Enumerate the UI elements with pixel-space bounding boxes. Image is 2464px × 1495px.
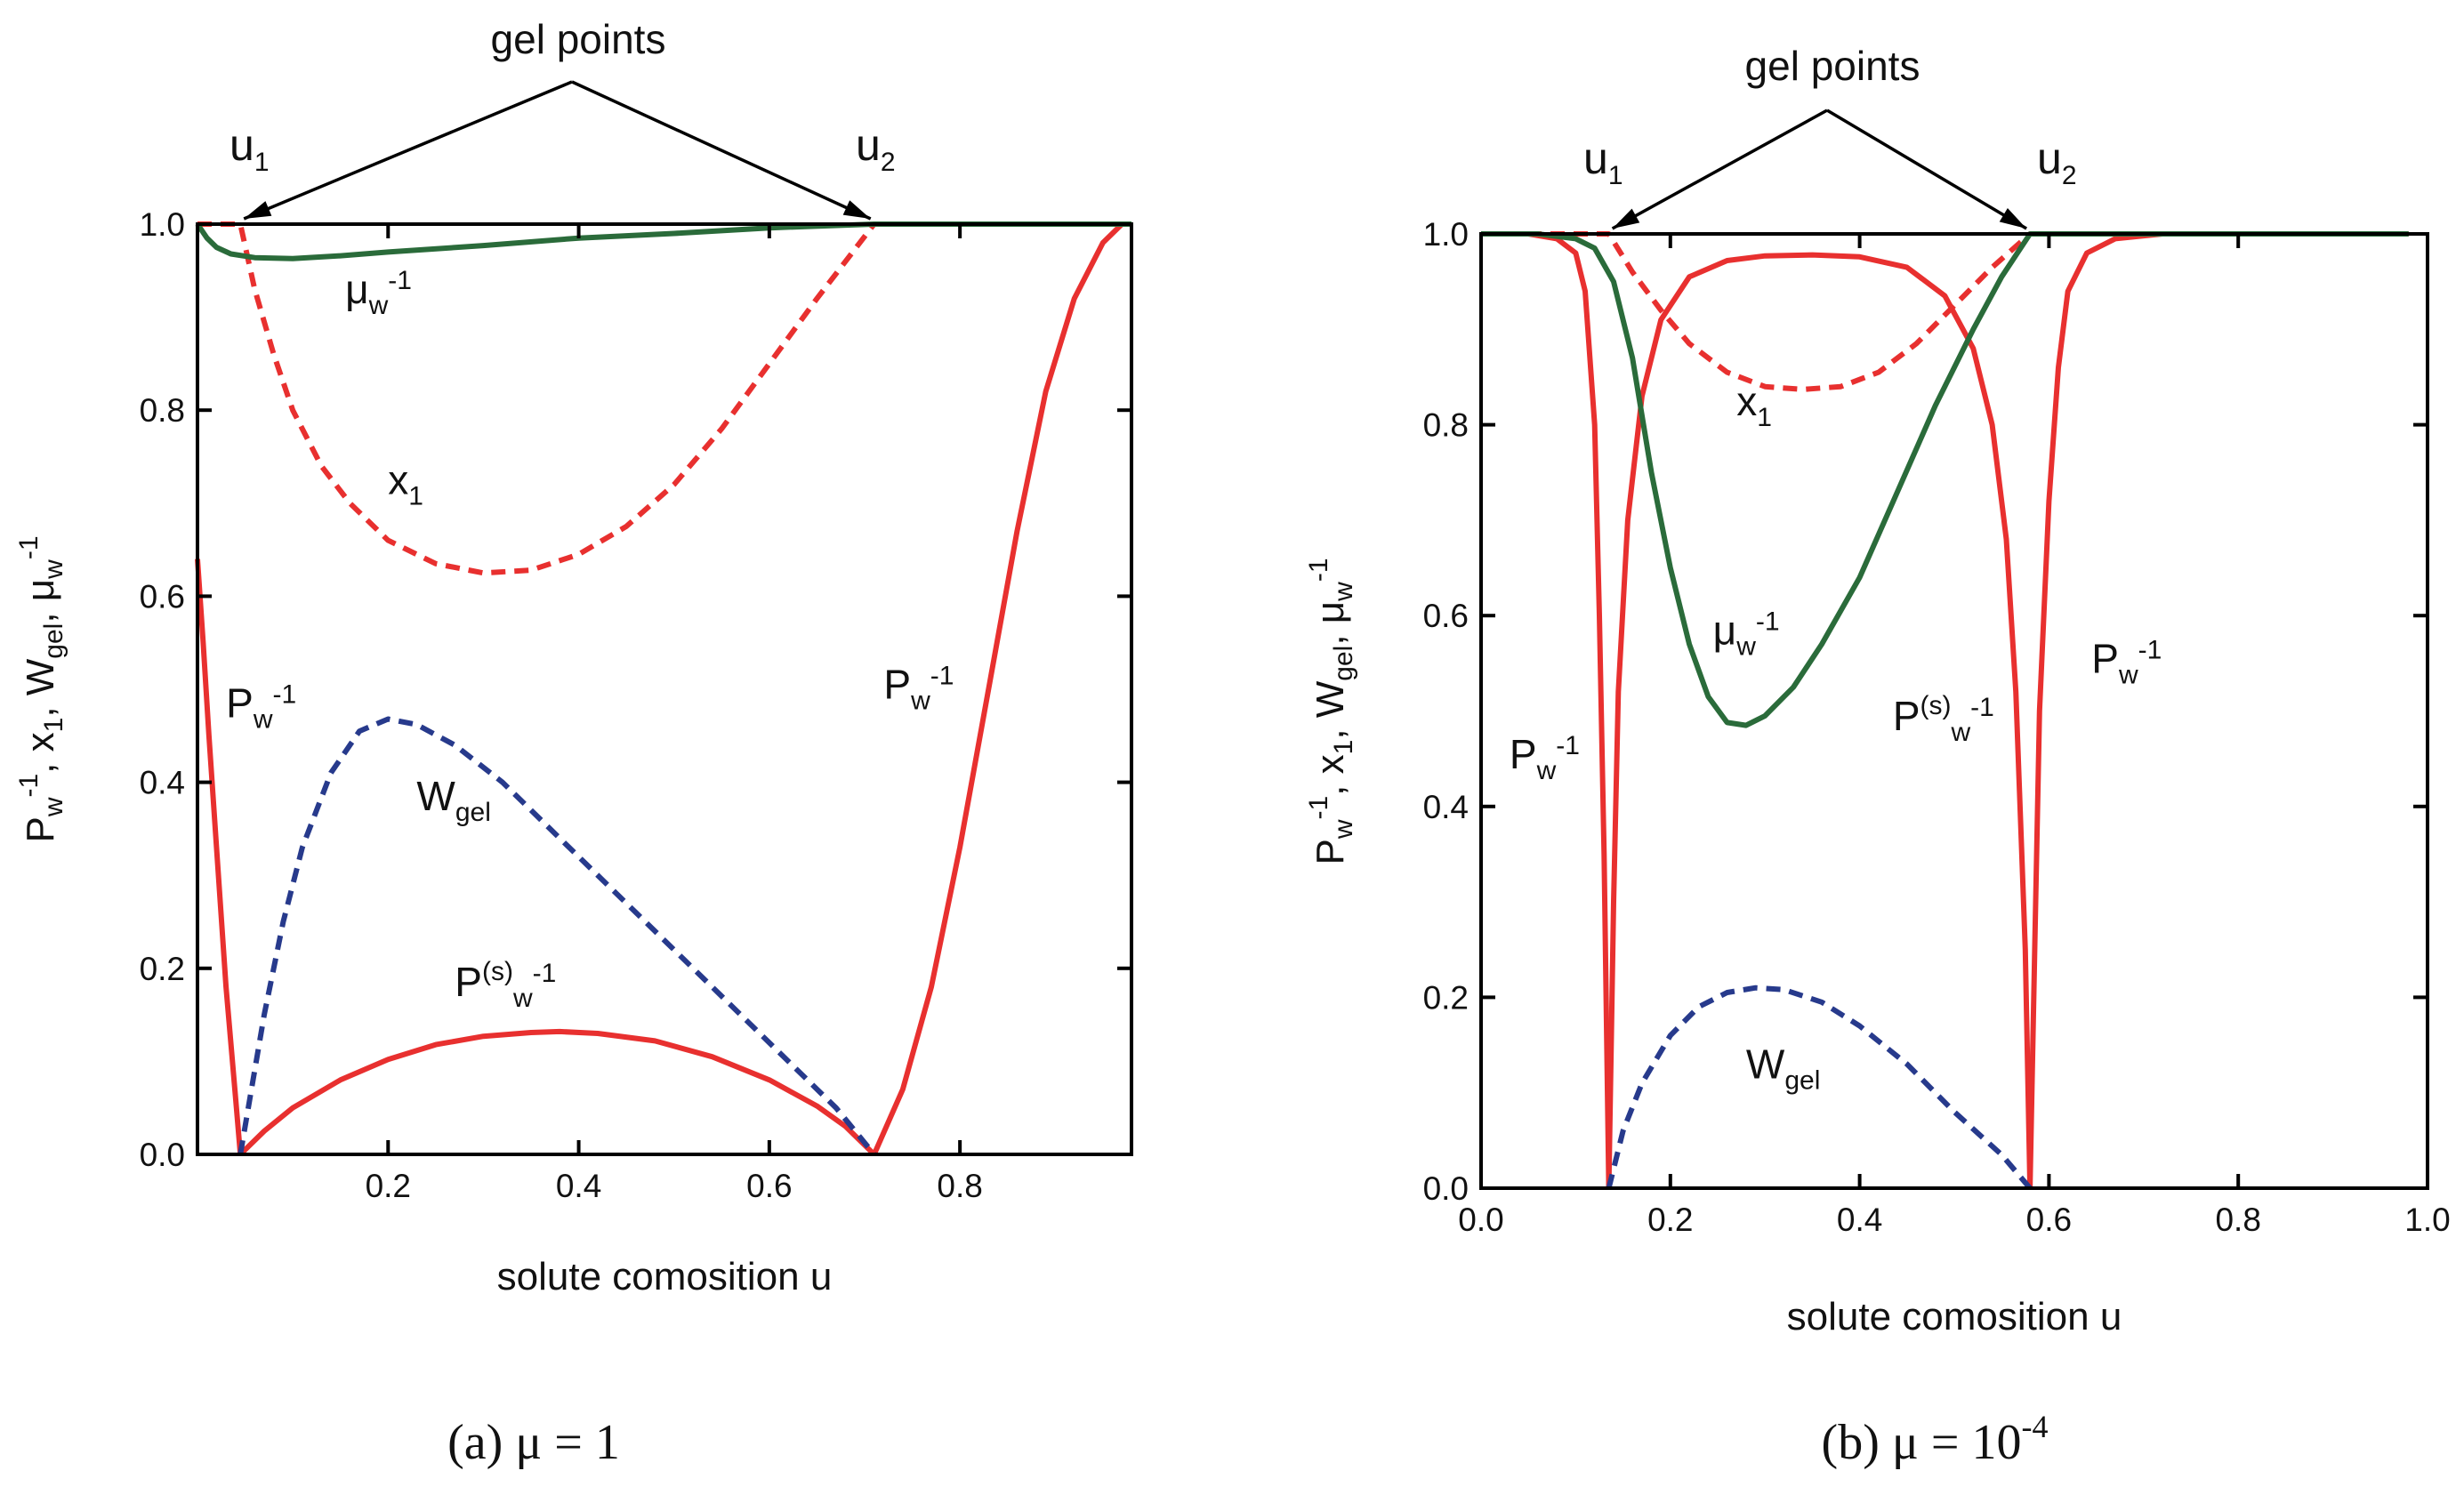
curve-label: Pw-1 <box>1510 731 1580 785</box>
x-tick-label: 0.4 <box>1837 1202 1882 1238</box>
x-tick-label: 0.8 <box>2215 1202 2260 1238</box>
gel-arrow-u2 <box>1826 109 2028 230</box>
x-axis-label: solute comosition u <box>497 1255 833 1298</box>
gel-points-label: gel points <box>491 16 666 62</box>
x-tick-label: 0.0 <box>1458 1202 1503 1238</box>
y-tick-label: 0.8 <box>1423 407 1469 444</box>
y-tick-label: 0.0 <box>1423 1170 1469 1207</box>
series-red-0 <box>1481 231 1612 1189</box>
y-tick-label: 0.8 <box>140 392 185 429</box>
curve-label: μw-1 <box>345 266 412 320</box>
x-axis-label: solute comosition u <box>1787 1295 2122 1338</box>
y-tick-label: 1.0 <box>1423 216 1469 253</box>
series-red-2 <box>238 1028 876 1157</box>
series-red-3 <box>197 221 1131 576</box>
gel-points-label: gel points <box>1745 43 1920 89</box>
plot-frame <box>196 222 1133 1156</box>
curve-label: Pw-1 <box>883 661 954 715</box>
y-tick-label: 0.6 <box>140 578 185 615</box>
chart-panel-a: 0.0 0.2 0.4 0.6 0.8 1.0 0.2 0.4 0.6 0.8 solute com… <box>14 16 1133 1470</box>
curve-label: Wgel <box>1746 1041 1820 1096</box>
series-red-3 <box>1481 231 2409 392</box>
y-tick-label: 0.2 <box>1423 979 1469 1016</box>
series-red-0 <box>195 559 244 1155</box>
series-green-5 <box>1481 231 2409 728</box>
x-tick-label: 0.8 <box>937 1168 982 1204</box>
arrowhead-u2 <box>842 200 871 219</box>
y-axis-label: Pw-1, x1, Wgel, μw-1 <box>14 535 68 842</box>
series-blue-4 <box>238 716 877 1156</box>
series-red-2 <box>1606 252 2033 1189</box>
series-blue-4 <box>1606 985 2033 1190</box>
chart-panel-b: 0.0 0.2 0.4 0.6 0.8 1.0 0.0 0.2 0.4 0.6 0.8 1.0 solu… <box>1304 43 2451 1470</box>
y-tick-label: 0.2 <box>140 951 185 987</box>
y-axis-label: Pw-1, x1, Wgel, μw-1 <box>1304 558 1358 864</box>
u2-label: u2 <box>856 120 896 177</box>
curve-label: Wgel <box>416 773 490 827</box>
curve-label: μw-1 <box>1713 607 1780 661</box>
x-tick-label: 0.6 <box>746 1168 792 1204</box>
y-tick-label: 0.4 <box>140 765 185 801</box>
y-tick-label: 0.0 <box>140 1137 185 1173</box>
series-red-1 <box>2027 231 2409 1189</box>
curve-label: Pw-1 <box>2091 636 2162 690</box>
u1-label: u1 <box>1583 133 1623 190</box>
x-tick-label: 0.6 <box>2026 1202 2072 1238</box>
plot-frame <box>1479 232 2429 1190</box>
u2-label: u2 <box>2037 133 2077 190</box>
panel-caption: (b) μ = 10-4 <box>1822 1409 2049 1470</box>
panel-caption: (a) μ = 1 <box>447 1415 620 1470</box>
y-tick-label: 0.6 <box>1423 598 1469 634</box>
arrowhead-u1 <box>1612 208 1640 229</box>
gel-arrow-u1 <box>243 80 573 221</box>
curve-label: x1 <box>1736 378 1772 432</box>
gel-arrow-u1 <box>1611 109 1828 230</box>
gel-arrow-u2 <box>571 80 872 221</box>
x-tick-label: 0.4 <box>556 1168 601 1204</box>
u1-label: u1 <box>229 120 270 177</box>
series-red-1 <box>871 221 1124 1156</box>
arrowhead-u1 <box>244 201 272 219</box>
curve-label: Pw-1 <box>226 679 296 734</box>
y-tick-label: 1.0 <box>140 206 185 243</box>
curve-label: P(s)w-1 <box>1893 691 1994 747</box>
x-tick-label: 0.2 <box>366 1168 411 1204</box>
series-green-5 <box>195 221 1131 261</box>
arrowhead-u2 <box>1999 207 2027 229</box>
curve-label: P(s)w-1 <box>455 957 556 1013</box>
x-tick-label: 1.0 <box>2404 1202 2450 1238</box>
y-tick-label: 0.4 <box>1423 789 1469 825</box>
curve-label: x1 <box>388 456 423 510</box>
x-tick-label: 0.2 <box>1647 1202 1693 1238</box>
